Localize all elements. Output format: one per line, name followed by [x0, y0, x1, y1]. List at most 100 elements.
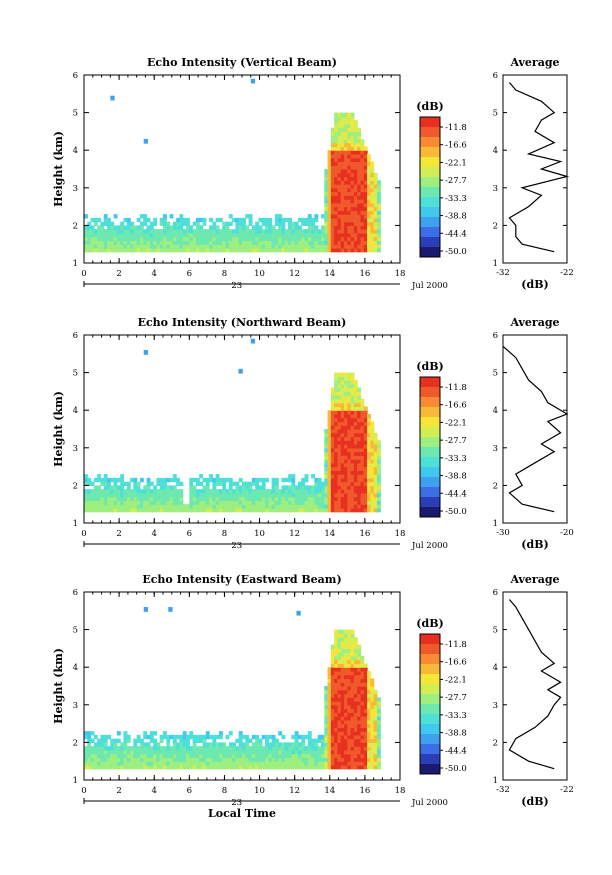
echo-cell: [360, 184, 365, 189]
echo-cell: [350, 417, 355, 423]
echo-cell: [340, 485, 345, 490]
echo-cell: [166, 247, 171, 253]
echo-cell: [156, 232, 161, 238]
echo-cell: [156, 492, 161, 498]
echo-cell: [330, 481, 335, 486]
echo-cell: [324, 731, 329, 736]
echo-cell: [370, 504, 375, 509]
echo-cell: [376, 221, 381, 226]
echo-cell: [350, 667, 355, 672]
echo-cell: [363, 195, 368, 200]
echo-cell: [301, 500, 306, 505]
echo-cell: [90, 232, 95, 238]
echo-cell: [340, 244, 345, 249]
echo-cell: [153, 240, 158, 245]
echo-cell: [363, 217, 368, 223]
echo-cell: [271, 757, 276, 762]
echo-cell: [337, 123, 342, 129]
echo-cell: [360, 455, 365, 460]
echo-cell: [238, 507, 243, 513]
echo-cell: [268, 496, 273, 502]
echo-cell: [344, 142, 348, 148]
echo-cell: [340, 496, 345, 502]
y-axis-label: Height (km): [52, 648, 65, 724]
echo-cell: [353, 240, 358, 245]
echo-cell: [334, 214, 339, 219]
echo-cell: [97, 244, 102, 249]
echo-cell: [373, 500, 378, 505]
echo-cell: [186, 236, 190, 242]
echo-cell: [232, 236, 237, 242]
echo-cell: [347, 500, 352, 505]
echo-cell: [327, 753, 332, 759]
echo-cell: [265, 477, 269, 483]
echo-cell: [324, 169, 329, 174]
echo-cell: [367, 247, 371, 253]
echo-cell: [360, 746, 365, 751]
echo-cell: [297, 749, 302, 755]
echo-cell: [222, 232, 227, 238]
echo-cell: [281, 244, 286, 249]
echo-cell: [357, 723, 362, 728]
echo-cell: [176, 229, 181, 234]
echo-cell: [370, 466, 375, 471]
echo-cell: [334, 150, 339, 155]
echo-cell: [294, 761, 299, 766]
echo-cell: [228, 749, 233, 755]
echo-cell: [363, 425, 368, 430]
echo-cell: [294, 221, 299, 226]
echo-cell: [376, 757, 381, 762]
echo-cell: [143, 731, 148, 736]
echo-cell: [340, 678, 345, 683]
echo-cell: [330, 436, 335, 441]
echo-cell: [350, 206, 355, 211]
echo-cell: [133, 757, 138, 762]
echo-cell: [337, 406, 342, 411]
echo-cell: [363, 492, 368, 498]
echo-cell: [324, 738, 329, 743]
echo-cell: [176, 742, 181, 747]
echo-cell: [258, 504, 263, 509]
colorbar-frame: [419, 633, 441, 775]
echo-cell: [84, 232, 88, 238]
echo-cell: [261, 734, 266, 740]
echo-cell: [195, 504, 200, 509]
echo-cell: [376, 481, 381, 486]
echo-cell: [334, 667, 339, 672]
echo-cell: [288, 474, 292, 479]
echo-cell: [195, 746, 200, 751]
echo-cell: [163, 229, 167, 234]
echo-cell: [353, 195, 358, 200]
echo-cell: [370, 176, 375, 181]
echo-cell: [268, 236, 273, 242]
echo-cell: [347, 674, 352, 680]
echo-cell: [301, 247, 306, 253]
echo-cell: [367, 738, 371, 743]
echo-cell: [235, 489, 240, 494]
echo-cell: [350, 195, 355, 200]
echo-cell: [363, 210, 368, 215]
echo-cell: [189, 496, 194, 502]
echo-cell: [156, 244, 161, 249]
echo-cell: [281, 232, 286, 238]
echo-cell: [195, 734, 200, 740]
echo-cell: [84, 746, 88, 751]
echo-cell: [215, 247, 220, 253]
echo-cell: [294, 236, 299, 242]
echo-cell: [271, 746, 276, 751]
colorbar-swatch: [420, 427, 440, 438]
echo-cell: [242, 500, 246, 505]
echo-cell: [294, 753, 299, 759]
echo-cell: [330, 206, 335, 211]
colorbar-swatch: [420, 634, 440, 645]
echo-cell: [327, 459, 332, 464]
echo-cell: [130, 477, 134, 483]
echo-cell: [317, 507, 322, 513]
echo-cell: [353, 738, 358, 743]
echo-cell: [314, 492, 319, 498]
echo-cell: [337, 221, 342, 226]
echo-cell: [353, 652, 358, 657]
echo-cell: [199, 504, 204, 509]
echo-cell: [212, 496, 217, 502]
echo-cell: [376, 764, 381, 770]
